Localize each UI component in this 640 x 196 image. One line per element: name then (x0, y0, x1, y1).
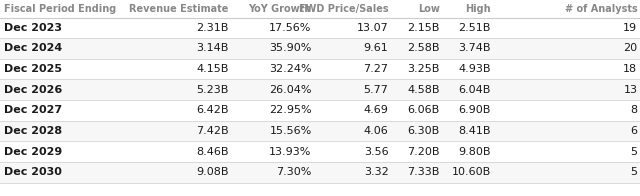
Text: 15.56%: 15.56% (269, 126, 312, 136)
Text: 9.80B: 9.80B (458, 147, 491, 157)
Text: 4.15B: 4.15B (196, 64, 228, 74)
Text: 18: 18 (623, 64, 637, 74)
Text: 4.58B: 4.58B (407, 85, 440, 95)
Text: 6.04B: 6.04B (458, 85, 491, 95)
Text: 6.42B: 6.42B (196, 105, 228, 115)
Text: 17.56%: 17.56% (269, 23, 312, 33)
Bar (0, 121, 640, 141)
Text: 6.90B: 6.90B (458, 105, 491, 115)
Text: Low: Low (418, 4, 440, 14)
Text: 2.51B: 2.51B (458, 23, 491, 33)
Text: Dec 2029: Dec 2029 (4, 147, 62, 157)
Bar (0, 100, 640, 121)
Text: 4.69: 4.69 (364, 105, 388, 115)
Text: 3.25B: 3.25B (407, 64, 440, 74)
Text: 26.04%: 26.04% (269, 85, 312, 95)
Text: 3.56: 3.56 (364, 147, 388, 157)
Text: 13.07: 13.07 (356, 23, 388, 33)
Text: 8.41B: 8.41B (458, 126, 491, 136)
Bar (0, 38, 640, 59)
Text: Dec 2024: Dec 2024 (4, 44, 62, 54)
Text: 8.46B: 8.46B (196, 147, 228, 157)
Text: High: High (465, 4, 491, 14)
Text: 9.61: 9.61 (364, 44, 388, 54)
Text: 5.77: 5.77 (364, 85, 388, 95)
Text: 7.27: 7.27 (364, 64, 388, 74)
Text: 7.42B: 7.42B (196, 126, 228, 136)
Text: FWD Price/Sales: FWD Price/Sales (299, 4, 388, 14)
Text: 4.93B: 4.93B (458, 64, 491, 74)
Text: 32.24%: 32.24% (269, 64, 312, 74)
Text: 35.90%: 35.90% (269, 44, 312, 54)
Text: Dec 2030: Dec 2030 (4, 167, 61, 177)
Text: 8: 8 (630, 105, 637, 115)
Text: Fiscal Period Ending: Fiscal Period Ending (4, 4, 116, 14)
Text: YoY Growth: YoY Growth (248, 4, 312, 14)
Text: 3.32: 3.32 (364, 167, 388, 177)
Text: Revenue Estimate: Revenue Estimate (129, 4, 228, 14)
Text: 7.33B: 7.33B (407, 167, 440, 177)
Bar (0, 79, 640, 100)
Text: 2.58B: 2.58B (407, 44, 440, 54)
Text: 3.14B: 3.14B (196, 44, 228, 54)
Text: 4.06: 4.06 (364, 126, 388, 136)
Text: 2.15B: 2.15B (407, 23, 440, 33)
Text: 13: 13 (623, 85, 637, 95)
Text: 3.74B: 3.74B (458, 44, 491, 54)
Text: 6.06B: 6.06B (408, 105, 440, 115)
Text: 6.30B: 6.30B (408, 126, 440, 136)
Text: Dec 2025: Dec 2025 (4, 64, 62, 74)
Text: 7.30%: 7.30% (276, 167, 312, 177)
Bar (0, 141, 640, 162)
Bar (0, 59, 640, 79)
Text: Dec 2026: Dec 2026 (4, 85, 62, 95)
Text: 20: 20 (623, 44, 637, 54)
Text: 22.95%: 22.95% (269, 105, 312, 115)
Text: 5.23B: 5.23B (196, 85, 228, 95)
Text: 9.08B: 9.08B (196, 167, 228, 177)
Text: 13.93%: 13.93% (269, 147, 312, 157)
Text: 6: 6 (630, 126, 637, 136)
Bar (0, 17, 640, 38)
Text: 19: 19 (623, 23, 637, 33)
Text: # of Analysts: # of Analysts (564, 4, 637, 14)
Text: 7.20B: 7.20B (407, 147, 440, 157)
Text: Dec 2023: Dec 2023 (4, 23, 62, 33)
Text: 5: 5 (630, 147, 637, 157)
Text: 2.31B: 2.31B (196, 23, 228, 33)
Text: Dec 2027: Dec 2027 (4, 105, 62, 115)
Text: 5: 5 (630, 167, 637, 177)
Bar (0, 162, 640, 183)
Text: 10.60B: 10.60B (452, 167, 491, 177)
Text: Dec 2028: Dec 2028 (4, 126, 62, 136)
